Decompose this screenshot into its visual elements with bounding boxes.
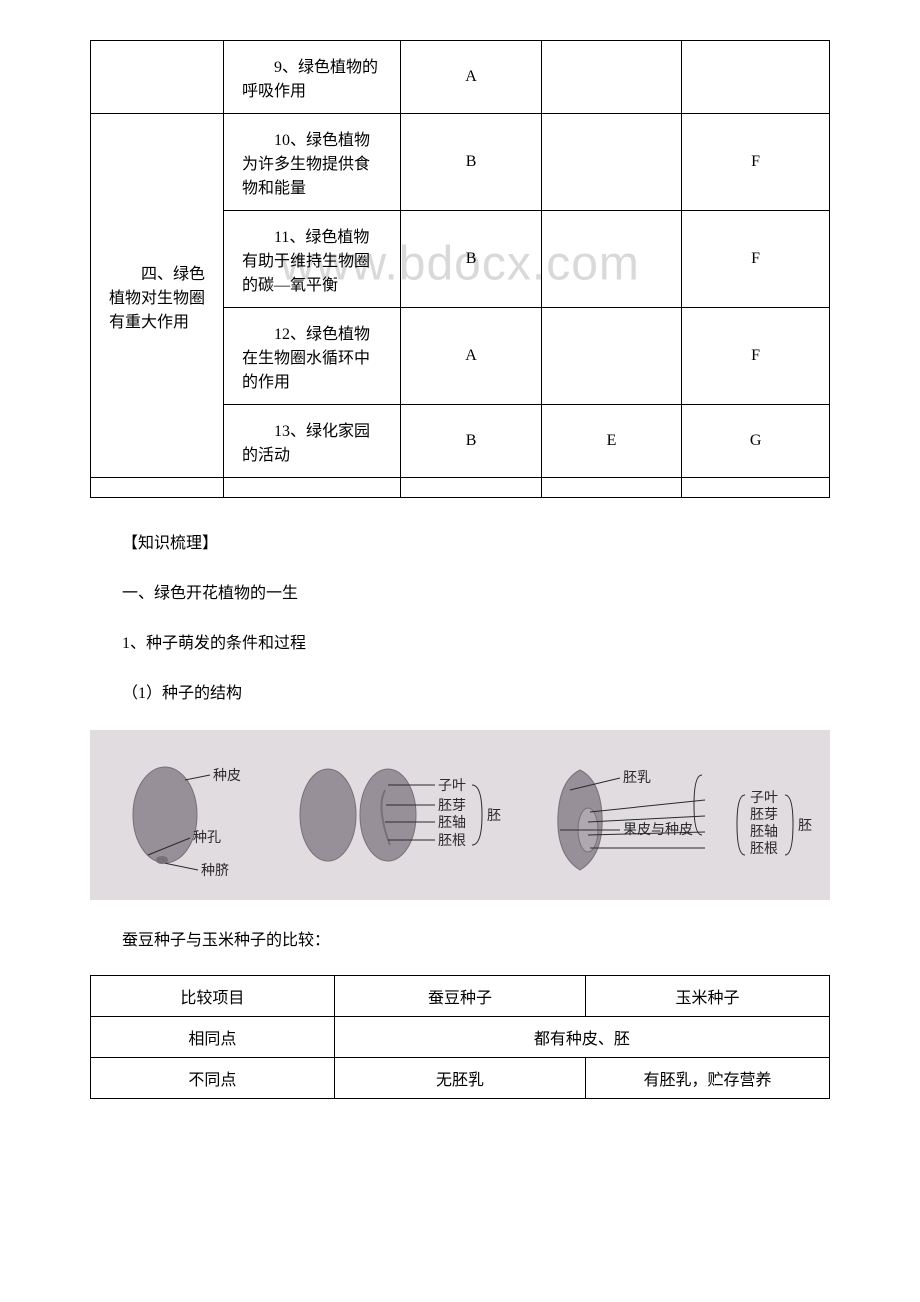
heading-knowledge: 【知识梳理】: [90, 528, 830, 560]
label-text: 胚芽: [750, 807, 778, 823]
label-text: 子叶: [438, 778, 466, 794]
label-text: 种孔: [193, 830, 221, 846]
header-cell: 玉米种子: [586, 976, 830, 1017]
header-cell: 蚕豆种子: [334, 976, 585, 1017]
cell-c5: F: [682, 211, 830, 308]
table-row: 相同点 都有种皮、胚: [91, 1017, 830, 1058]
label-text: 胚根: [438, 833, 466, 849]
seed-diagram: 种皮 种孔 种脐 子叶 胚芽 胚轴 胚根 胚 胚乳 果皮与种皮: [90, 730, 830, 905]
label-text: 果皮与种皮: [623, 822, 693, 838]
label-text: 胚乳: [623, 770, 651, 786]
cell-c5: G: [682, 405, 830, 478]
table-row: 比较项目 蚕豆种子 玉米种子: [91, 976, 830, 1017]
cell-c5: F: [682, 308, 830, 405]
content-table: 9、绿色植物的呼吸作用 A 四、绿色植物对生物圈有重大作用 10、绿色植物为许多…: [90, 40, 830, 498]
table-row-empty: [91, 478, 830, 498]
group-label: 胚: [798, 819, 812, 834]
table-row: 四、绿色植物对生物圈有重大作用 10、绿色植物为许多生物提供食物和能量 B F: [91, 114, 830, 211]
cell: 不同点: [91, 1058, 335, 1099]
cell-item: 9、绿色植物的呼吸作用: [224, 41, 401, 114]
label-text: 胚轴: [750, 824, 778, 840]
label-text: 胚轴: [438, 815, 466, 831]
cell-c4: E: [541, 405, 681, 478]
empty-cell: [401, 478, 541, 498]
cell-c3: A: [401, 308, 541, 405]
label-text: 胚根: [750, 841, 778, 857]
compare-heading: 蚕豆种子与玉米种子的比较：: [90, 925, 830, 957]
cell: 都有种皮、胚: [334, 1017, 829, 1058]
empty-cell: [541, 478, 681, 498]
cell-topic: [91, 41, 224, 114]
cotyledon-shape: [360, 769, 416, 861]
seed-svg: 种皮 种孔 种脐 子叶 胚芽 胚轴 胚根 胚 胚乳 果皮与种皮: [90, 730, 830, 900]
cell: 有胚乳，贮存营养: [586, 1058, 830, 1099]
cell-topic: 四、绿色植物对生物圈有重大作用: [91, 114, 224, 478]
label-text: 种皮: [213, 768, 241, 784]
heading-item-1: （1）种子的结构: [90, 678, 830, 710]
group-label: 胚: [487, 809, 501, 824]
cell-c4: [541, 114, 681, 211]
cell-item: 11、绿色植物有助于维持生物圈的碳—氧平衡: [224, 211, 401, 308]
cell-item: 13、绿化家园的活动: [224, 405, 401, 478]
label-text: 种脐: [201, 863, 229, 879]
table-row: 9、绿色植物的呼吸作用 A: [91, 41, 830, 114]
header-cell: 比较项目: [91, 976, 335, 1017]
heading-section-1: 一、绿色开花植物的一生: [90, 578, 830, 610]
empty-cell: [224, 478, 401, 498]
cell-c5: [682, 41, 830, 114]
cell-c4: [541, 41, 681, 114]
label-text: 胚芽: [438, 798, 466, 814]
table-row: 不同点 无胚乳 有胚乳，贮存营养: [91, 1058, 830, 1099]
cell-c3: B: [401, 114, 541, 211]
empty-cell: [91, 478, 224, 498]
cell-item: 12、绿色植物在生物圈水循环中的作用: [224, 308, 401, 405]
hilum-shape: [156, 856, 168, 864]
cell-c5: F: [682, 114, 830, 211]
cell-c4: [541, 308, 681, 405]
cell-item: 10、绿色植物为许多生物提供食物和能量: [224, 114, 401, 211]
compare-table: 比较项目 蚕豆种子 玉米种子 相同点 都有种皮、胚 不同点 无胚乳 有胚乳，贮存…: [90, 975, 830, 1099]
label-text: 子叶: [750, 790, 778, 806]
cell: 无胚乳: [334, 1058, 585, 1099]
cell-c3: B: [401, 211, 541, 308]
heading-subsection-1: 1、种子萌发的条件和过程: [90, 628, 830, 660]
cell-c4: [541, 211, 681, 308]
cell-c3: B: [401, 405, 541, 478]
cell: 相同点: [91, 1017, 335, 1058]
empty-cell: [682, 478, 830, 498]
cotyledon-shape: [300, 769, 356, 861]
cell-c3: A: [401, 41, 541, 114]
